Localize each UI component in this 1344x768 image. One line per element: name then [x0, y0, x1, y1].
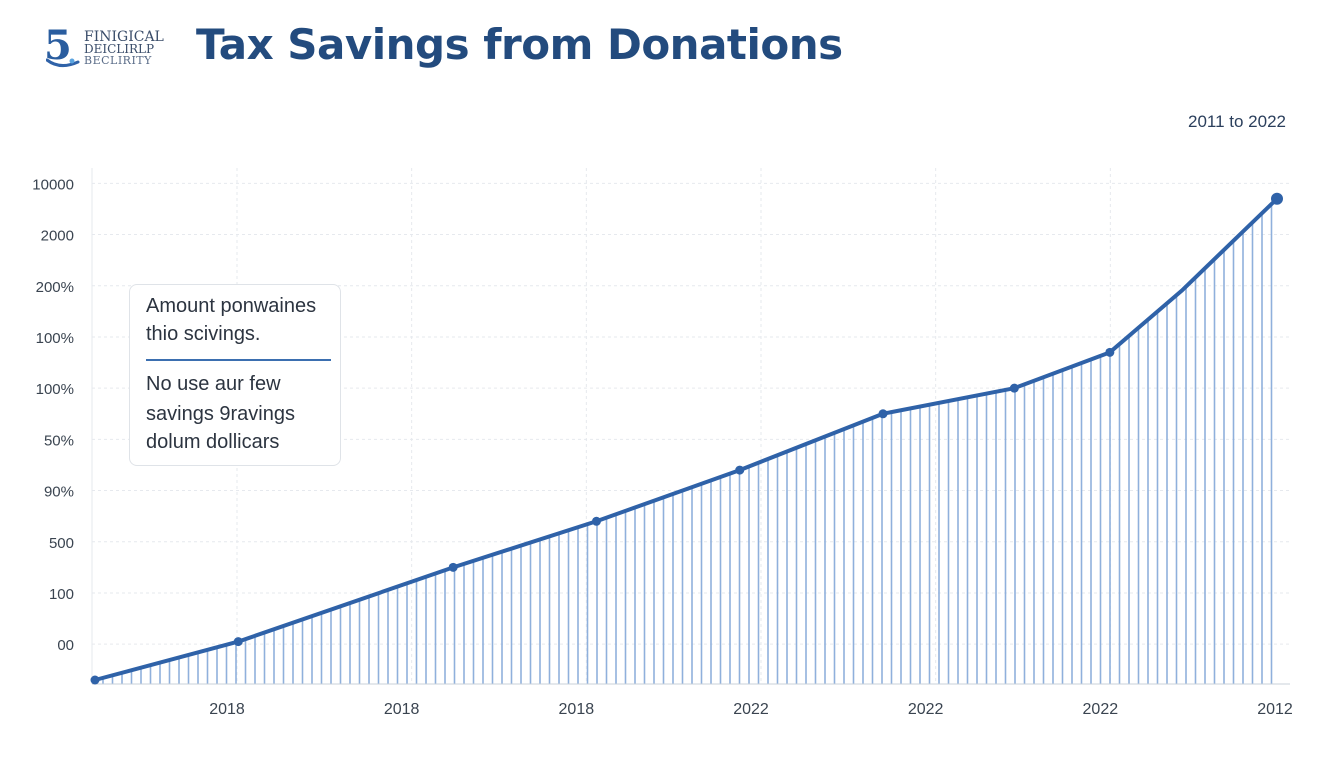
data-series: [90, 192, 1283, 685]
data-point: [735, 465, 745, 475]
y-tick-label: 50%: [44, 432, 74, 449]
y-tick-label: 100%: [36, 330, 74, 347]
data-point: [90, 675, 100, 685]
y-tick-label: 90%: [44, 484, 74, 501]
x-tick-label: 2022: [1083, 701, 1119, 718]
legend-line-3: No use aur few: [146, 373, 281, 395]
legend-line-1: Amount ponwaines: [146, 295, 317, 317]
legend-divider: [146, 359, 331, 361]
x-axis-tick-labels: 2018 2018 2018 2022 2022 2022 2012: [209, 701, 1293, 718]
x-tick-label: 2022: [733, 701, 769, 718]
company-logo: 5 FINIGICAL DEICLIRLP BECLIRITY: [44, 22, 184, 74]
y-tick-label: 2000: [41, 228, 74, 245]
y-axis-tick-labels: 00 100 500 90% 50% 100% 100% 200% 2000 10000: [32, 176, 74, 654]
data-point: [233, 637, 243, 647]
logo-line-2: DEICLIRLP: [84, 42, 155, 56]
legend-line-4: savings 9ravings: [146, 403, 295, 425]
data-point: [1105, 347, 1115, 357]
chart-title: Tax Savings from Donations: [196, 20, 843, 69]
logo-line-3: BECLIRITY: [84, 54, 152, 67]
data-point: [1271, 192, 1283, 205]
series-line: [93, 196, 1279, 682]
data-point: [878, 409, 888, 419]
x-tick-label: 2018: [209, 701, 245, 718]
logo-line-1: FINIGICAL: [84, 29, 164, 45]
date-range-label: 2011 to 2022: [1188, 112, 1286, 131]
data-point: [591, 516, 601, 526]
data-point: [448, 562, 458, 572]
legend-line-2: thio scivings.: [146, 323, 261, 345]
x-tick-label: 2018: [384, 701, 420, 718]
x-tick-label: 2022: [908, 701, 944, 718]
logo-swoosh-icon: [46, 58, 80, 67]
y-tick-label: 100: [49, 586, 74, 603]
legend-line-5: dolum dollicars: [146, 431, 280, 453]
legend-box: Amount ponwaines thio scivings. No use a…: [129, 284, 341, 466]
y-tick-label: 200%: [36, 279, 74, 296]
y-tick-label: 100%: [36, 381, 74, 398]
y-tick-label: 500: [49, 535, 74, 552]
data-point: [1009, 383, 1019, 393]
y-tick-label: 10000: [32, 176, 74, 193]
area-fill-stripes: [102, 204, 1273, 684]
logo-wordmark: FINIGICAL DEICLIRLP BECLIRITY: [84, 29, 164, 67]
y-tick-label: 00: [57, 637, 74, 654]
x-tick-label: 2012: [1257, 701, 1293, 718]
x-tick-label: 2018: [559, 701, 595, 718]
